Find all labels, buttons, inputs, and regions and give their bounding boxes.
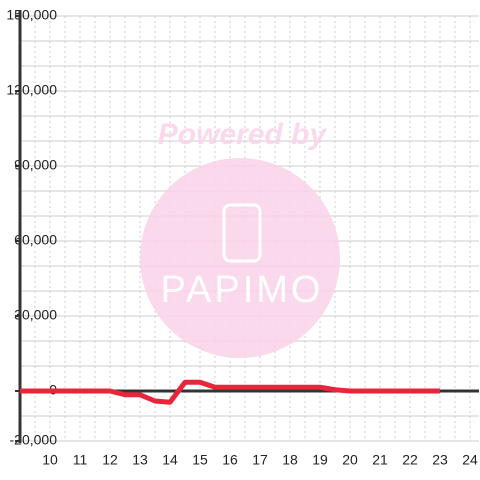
x-tick-label: 16 — [222, 452, 238, 468]
watermark-phone — [222, 203, 262, 263]
watermark-logo: PAPIMO — [161, 269, 324, 311]
x-tick-label: 19 — [312, 452, 328, 468]
y-tick-label: 60,000 — [14, 232, 57, 248]
x-tick-label: 13 — [132, 452, 148, 468]
watermark-circle — [140, 158, 340, 358]
y-tick-label: 30,000 — [14, 307, 57, 323]
y-tick-label: 150,000 — [6, 7, 57, 23]
x-tick-label: 17 — [252, 452, 268, 468]
x-tick-label: 22 — [402, 452, 418, 468]
x-tick-label: 11 — [73, 452, 88, 468]
y-tick-label: 120,000 — [6, 82, 57, 98]
x-tick-label: 18 — [282, 452, 298, 468]
y-tick-label: 90,000 — [14, 157, 57, 173]
y-tick-label: -20,000 — [10, 432, 58, 448]
x-tick-label: 24 — [462, 452, 478, 468]
x-tick-label: 15 — [192, 452, 208, 468]
x-tick-label: 20 — [342, 452, 358, 468]
x-tick-label: 23 — [432, 452, 448, 468]
line-series — [20, 379, 440, 405]
x-tick-label: 21 — [372, 452, 388, 468]
watermark: Powered by PAPIMO — [140, 118, 340, 358]
watermark-text: Powered by — [158, 118, 328, 151]
x-tick-label: 14 — [162, 452, 178, 468]
x-tick-label: 10 — [42, 452, 58, 468]
x-tick-label: 12 — [102, 452, 118, 468]
